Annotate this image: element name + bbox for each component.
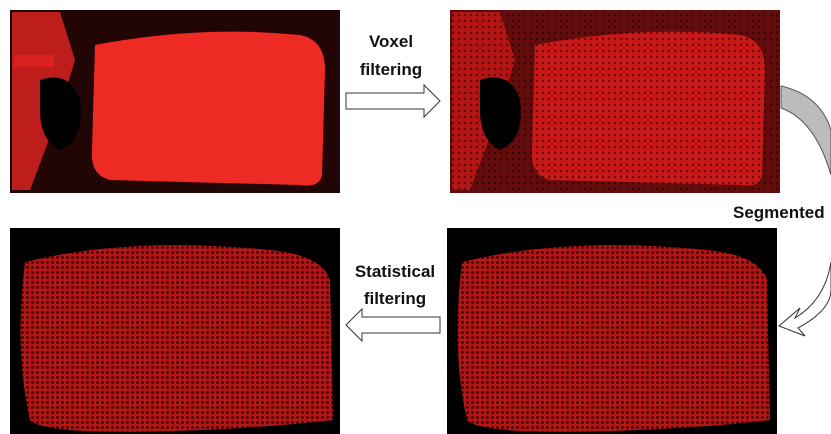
step-label: Segmented: [733, 203, 825, 222]
step-label: filtering: [364, 289, 426, 308]
curved-arrow-gray: [781, 86, 831, 175]
curved-arrow-white: [779, 262, 831, 336]
voxel-cloud-image: [450, 10, 780, 193]
diagram: Voxel filtering Segmented Statistical fi…: [0, 0, 831, 434]
arrow-left: [346, 309, 440, 341]
page: Voxel filtering Segmented Statistical fi…: [0, 0, 831, 434]
step-label: filtering: [360, 60, 422, 79]
arrow-right: [346, 85, 440, 117]
step-label: Statistical: [355, 262, 435, 281]
statistical-cloud-image: [10, 228, 340, 434]
step-label: Voxel: [369, 32, 413, 51]
segmented-cloud-image: [447, 228, 777, 434]
raw-cloud-image: [10, 10, 340, 193]
